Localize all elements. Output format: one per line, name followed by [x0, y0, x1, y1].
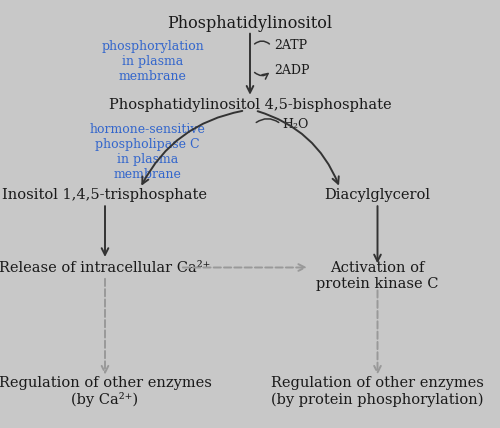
Text: Regulation of other enzymes
(by Ca²⁺): Regulation of other enzymes (by Ca²⁺) — [0, 376, 212, 407]
Text: Inositol 1,4,5-trisphosphate: Inositol 1,4,5-trisphosphate — [2, 188, 208, 202]
Text: Activation of
protein kinase C: Activation of protein kinase C — [316, 261, 439, 291]
Text: 2ATP: 2ATP — [274, 39, 307, 52]
Text: hormone-sensitive
phospholipase C
in plasma
membrane: hormone-sensitive phospholipase C in pla… — [90, 122, 206, 181]
Text: H₂O: H₂O — [282, 118, 309, 131]
Text: Diacylglycerol: Diacylglycerol — [324, 188, 430, 202]
Text: Release of intracellular Ca²⁺: Release of intracellular Ca²⁺ — [0, 261, 210, 274]
Text: Phosphatidylinositol 4,5-bisphosphate: Phosphatidylinositol 4,5-bisphosphate — [108, 98, 392, 112]
Text: Regulation of other enzymes
(by protein phosphorylation): Regulation of other enzymes (by protein … — [271, 376, 484, 407]
Text: Phosphatidylinositol: Phosphatidylinositol — [168, 15, 332, 32]
Text: phosphorylation
in plasma
membrane: phosphorylation in plasma membrane — [101, 40, 204, 83]
Text: 2ADP: 2ADP — [274, 64, 310, 77]
